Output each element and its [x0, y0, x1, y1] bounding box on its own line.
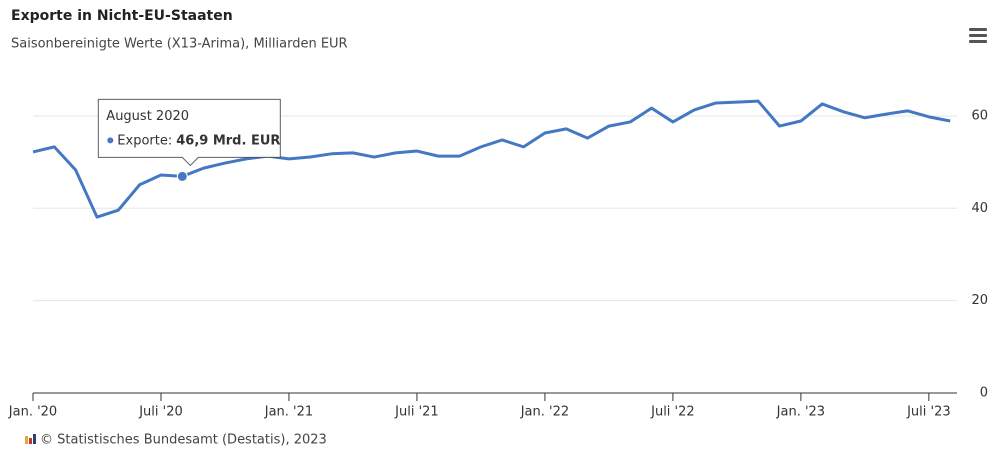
hover-point	[176, 170, 188, 182]
y-tick-label: 60	[971, 108, 988, 123]
credit-icon	[25, 434, 36, 444]
menu-bar	[969, 28, 987, 31]
menu-bar	[969, 34, 987, 37]
tooltip-title: August 2020	[106, 109, 189, 124]
credit: © Statistisches Bundesamt (Destatis), 20…	[40, 433, 327, 448]
y-tick-label: 0	[980, 386, 988, 401]
x-tick-label: Juli '21	[394, 405, 439, 420]
y-tick-label: 20	[971, 293, 988, 308]
x-tick-label: Jan. '22	[520, 405, 569, 420]
x-tick-label: Jan. '20	[8, 405, 57, 420]
icon-bar	[25, 436, 28, 444]
chart-subtitle: Saisonbereinigte Werte (X13-Arima), Mill…	[11, 37, 348, 52]
tooltip-bullet	[107, 137, 114, 144]
icon-bar	[33, 434, 36, 444]
tooltip: August 2020 Exporte: 46,9 Mrd. EUR	[97, 98, 281, 167]
icon-bar	[29, 438, 32, 444]
x-tick-label: Juli '23	[906, 405, 951, 420]
menu-bar	[969, 40, 987, 43]
tooltip-value: 46,9 Mrd. EUR	[176, 133, 280, 148]
y-tick-label: 40	[971, 201, 988, 216]
menu-icon[interactable]	[969, 28, 987, 43]
x-tick-label: Juli '20	[138, 405, 183, 420]
tooltip-label: Exporte: 46,9 Mrd. EUR	[117, 133, 280, 148]
tooltip-box	[97, 98, 281, 167]
tooltip-series: Exporte:	[117, 133, 172, 148]
chart-title: Exporte in Nicht-EU-Staaten	[11, 8, 233, 24]
x-tick-label: Jan. '21	[264, 405, 313, 420]
x-tick-label: Jan. '23	[776, 405, 825, 420]
x-tick-label: Juli '22	[650, 405, 695, 420]
